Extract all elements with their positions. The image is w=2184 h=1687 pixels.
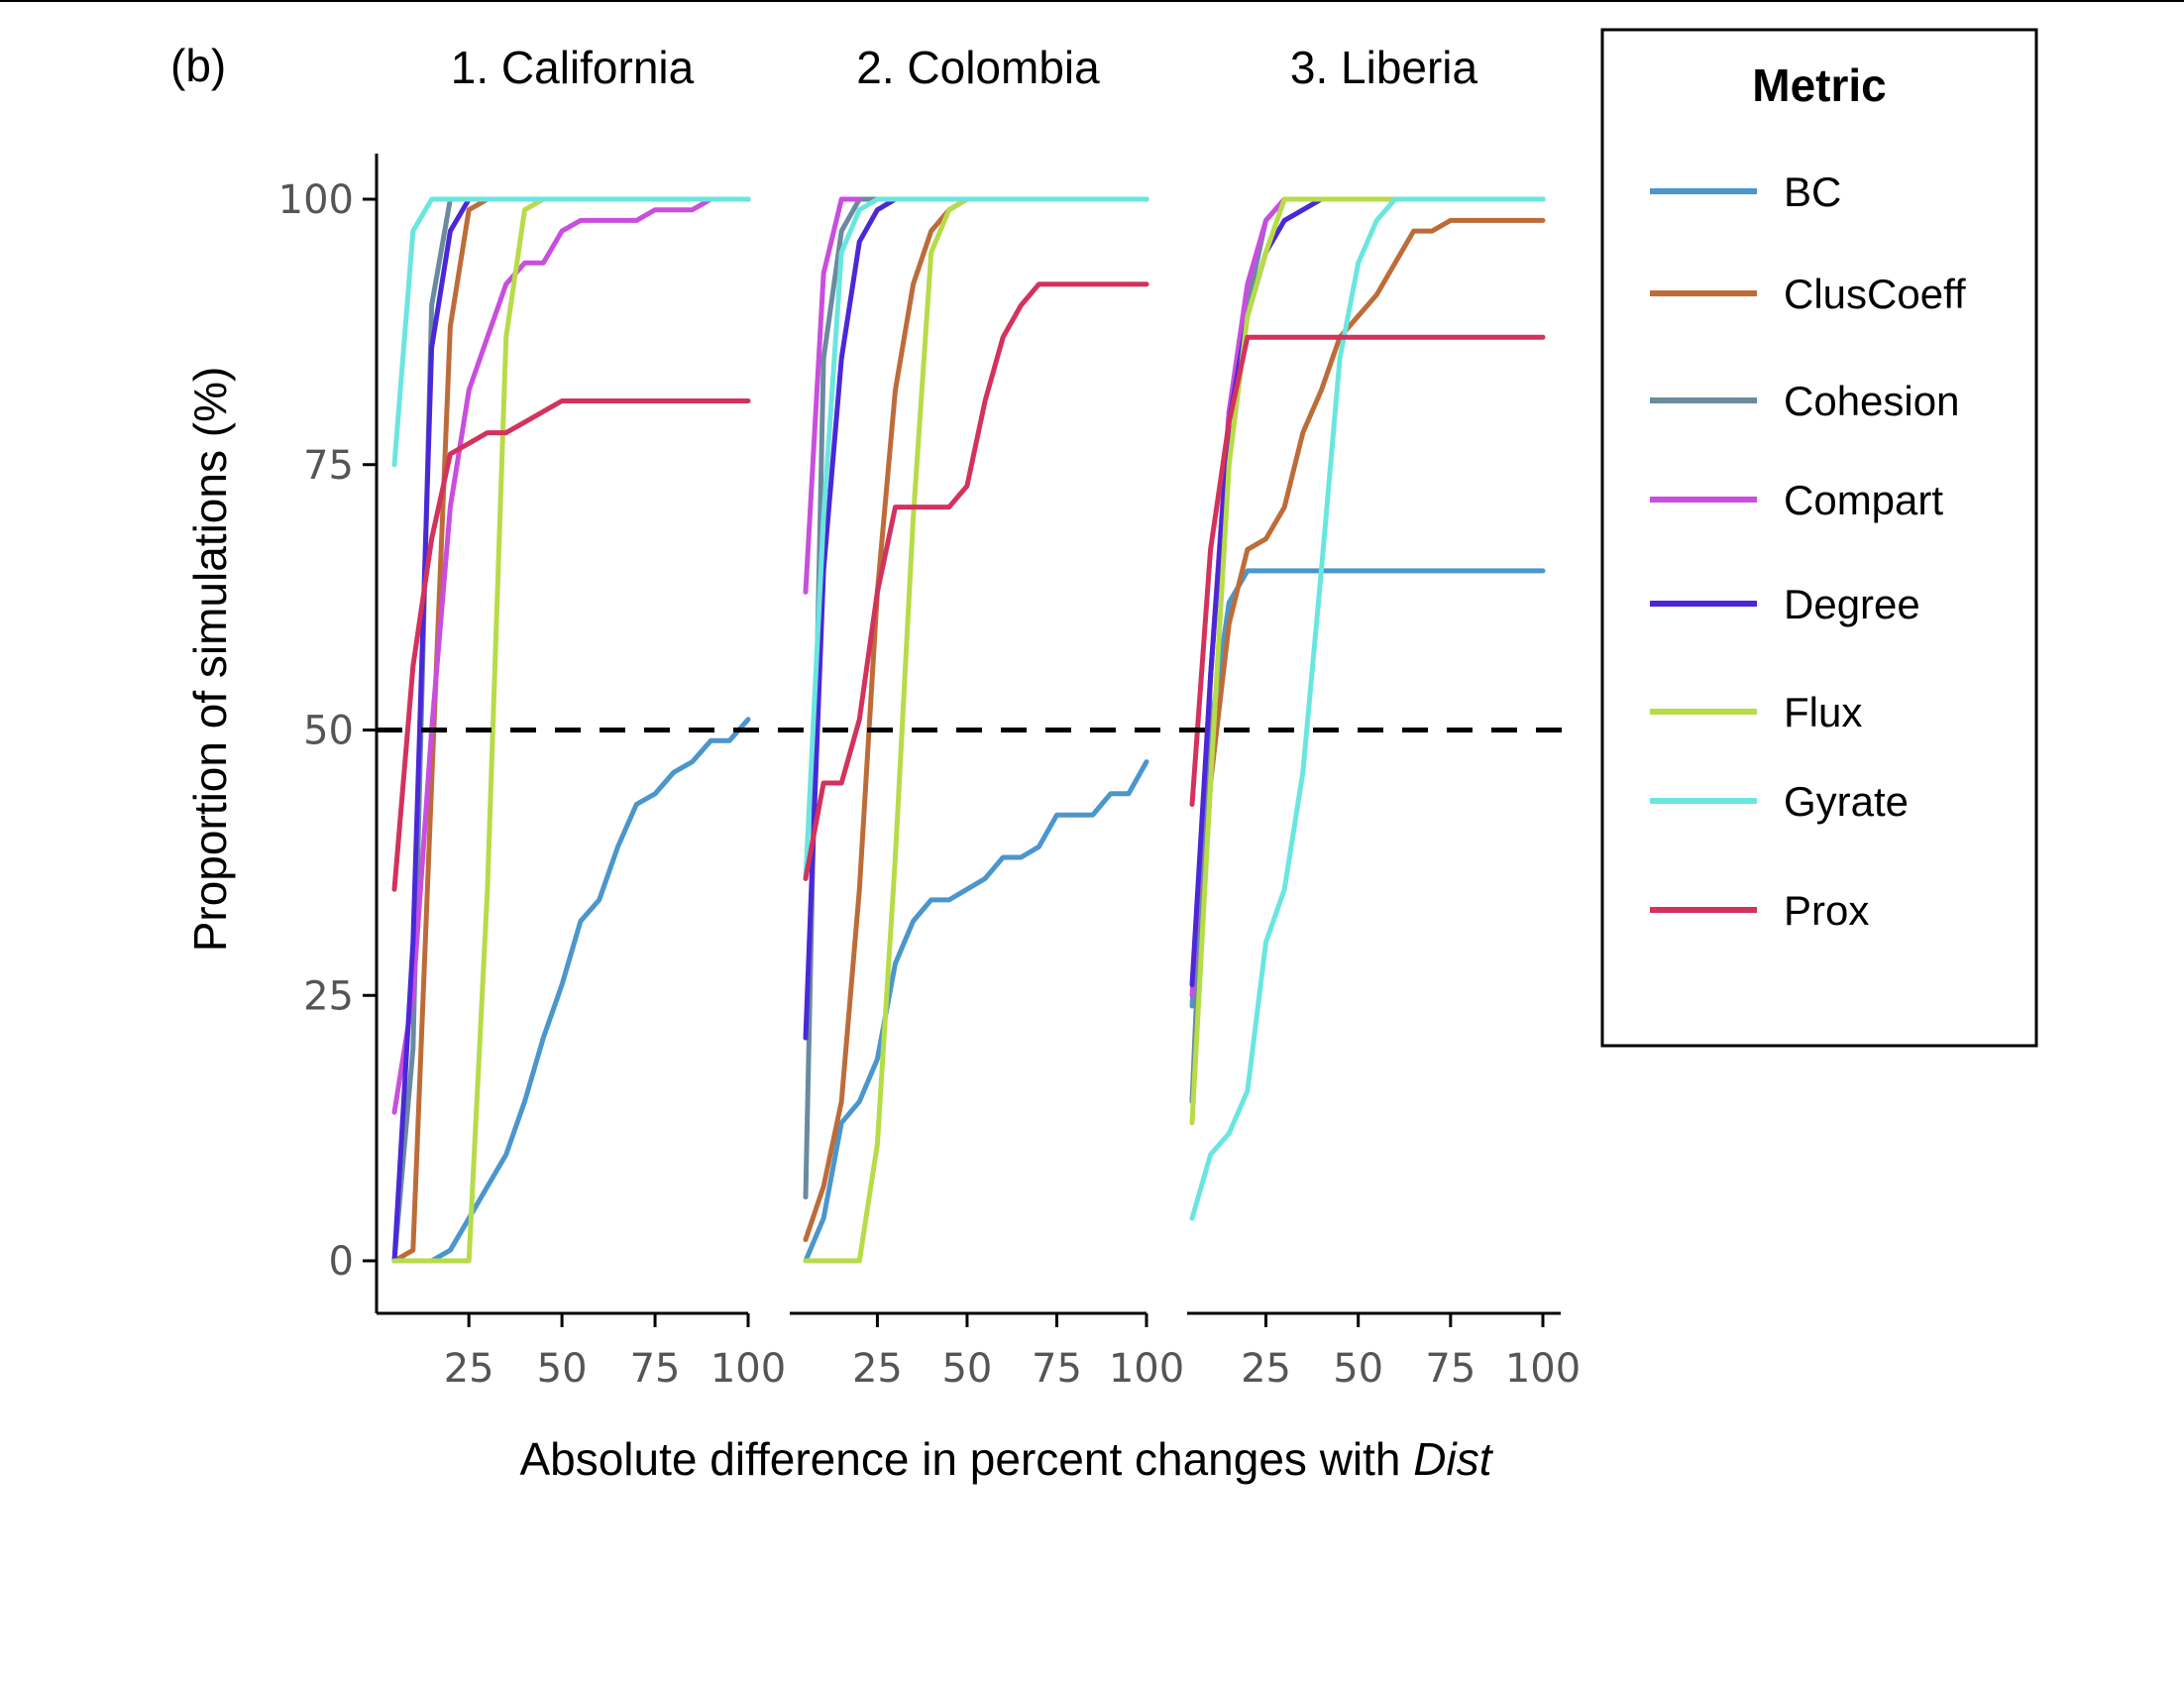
panel-3: 3. Liberia 25 50 75 100 xyxy=(1187,42,1581,1392)
panel-2-x-tick-label: 25 xyxy=(852,1346,903,1392)
panel-3-x-tick-label: 75 xyxy=(1425,1346,1475,1392)
y-tick-label: 0 xyxy=(329,1239,354,1285)
panel-label: (b) xyxy=(170,40,226,91)
panel-3-series-bc xyxy=(1189,568,1546,1009)
panel-2-x-tick-label: 100 xyxy=(1109,1346,1184,1392)
legend-items: BC ClusCoeff Cohesion Compart Degree Flux Gyra… xyxy=(1650,169,1966,934)
panel-3-title: 3. Liberia xyxy=(1290,42,1478,93)
panel-3-x-tick-label: 25 xyxy=(1241,1346,1291,1392)
y-axis: 0 25 50 75 100 xyxy=(278,154,379,1313)
top-border xyxy=(0,0,2184,2)
panel-1-series-bc xyxy=(391,717,751,1264)
legend-item-bc: BC xyxy=(1650,169,1841,215)
legend-item-cluscoeff-label: ClusCoeff xyxy=(1784,271,1966,317)
panel-1-series-prox xyxy=(391,398,751,892)
legend-item-gyrate: Gyrate xyxy=(1650,778,1909,825)
panel-2-series-cluscoeff xyxy=(803,196,1149,1243)
panel-2-x-tick-label: 50 xyxy=(941,1346,992,1392)
panel-1: 1. California 25 50 75 100 xyxy=(377,42,786,1392)
panel-3-series-flux xyxy=(1189,196,1546,1126)
panel-2-series-bc xyxy=(803,759,1149,1264)
panel-2-series-prox xyxy=(803,281,1149,881)
panel-2-series-gyrate xyxy=(803,196,1149,881)
panel-3-series-gyrate xyxy=(1189,196,1546,1221)
panel-2-series-flux xyxy=(803,196,1149,1264)
legend-item-compart: Compart xyxy=(1650,477,1943,523)
legend-item-degree-label: Degree xyxy=(1784,581,1920,627)
panel-1-x-tick-label: 25 xyxy=(444,1346,494,1392)
panel-1-title: 1. California xyxy=(451,42,695,93)
y-tick-label: 75 xyxy=(303,443,354,489)
panel-1-series-compart xyxy=(391,196,751,1115)
legend-item-degree: Degree xyxy=(1650,581,1920,627)
legend-item-bc-label: BC xyxy=(1784,169,1841,215)
panel-3-series-prox xyxy=(1189,334,1546,807)
y-tick-label: 25 xyxy=(303,973,354,1019)
panel-3-x-tick-label: 50 xyxy=(1333,1346,1383,1392)
legend-item-compart-label: Compart xyxy=(1784,477,1943,523)
y-axis-label: Proportion of simulations (%) xyxy=(184,367,236,953)
panel-1-series-gyrate xyxy=(391,196,751,468)
panel-1-x-tick-label: 50 xyxy=(537,1346,588,1392)
panel-3-x-tick-label: 100 xyxy=(1505,1346,1581,1392)
x-axis-label-text: Absolute difference in percent changes w… xyxy=(519,1433,1413,1485)
y-tick-label: 100 xyxy=(278,177,354,223)
legend-title: Metric xyxy=(1752,59,1886,111)
y-tick-label: 50 xyxy=(303,709,354,754)
legend-item-cluscoeff: ClusCoeff xyxy=(1650,271,1966,317)
legend-item-prox-label: Prox xyxy=(1784,887,1869,934)
legend-item-gyrate-label: Gyrate xyxy=(1784,778,1909,825)
legend-item-cohesion-label: Cohesion xyxy=(1784,378,1959,424)
panel-2-series-cohesion xyxy=(803,196,1149,1200)
panel-1-series-flux xyxy=(391,196,751,1264)
panel-2-series-compart xyxy=(803,196,862,595)
legend-item-cohesion: Cohesion xyxy=(1650,378,1959,424)
panel-2-x-tick-label: 75 xyxy=(1032,1346,1082,1392)
legend-item-flux-label: Flux xyxy=(1784,689,1862,735)
x-axis-label-italic: Dist xyxy=(1413,1433,1493,1485)
panel-2: 2. Colombia 25 50 75 100 xyxy=(790,42,1184,1392)
legend-box xyxy=(1600,28,2038,1048)
panel-2-title: 2. Colombia xyxy=(856,42,1100,93)
legend: Metric BC ClusCoeff Cohesion Compart Degree F… xyxy=(1600,28,2038,1048)
legend-item-flux: Flux xyxy=(1650,689,1862,735)
x-axis-label: Absolute difference in percent changes w… xyxy=(519,1433,1493,1485)
panel-3-series-cluscoeff xyxy=(1189,217,1546,1104)
panel-1-x-tick-label: 75 xyxy=(630,1346,681,1392)
panel-1-x-tick-label: 100 xyxy=(710,1346,786,1392)
legend-item-prox: Prox xyxy=(1650,887,1869,934)
